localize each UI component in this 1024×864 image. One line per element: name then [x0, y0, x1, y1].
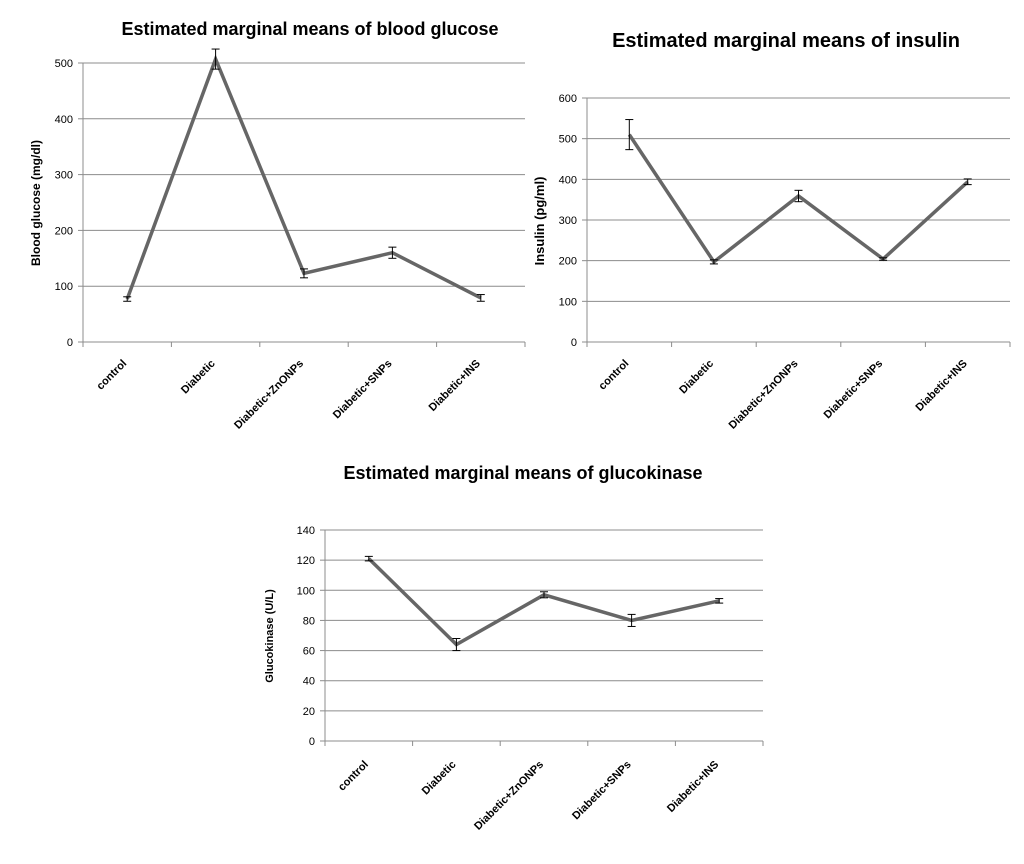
glucokinase-error-bar	[627, 613, 636, 627]
glucose-y-axis-label: Blood glucose (mg/dl)	[29, 140, 43, 266]
glucose-chart: Estimated marginal means of blood glucos…	[29, 19, 526, 432]
glucokinase-y-tick-label: 40	[303, 676, 315, 688]
glucose-error-bar	[388, 246, 397, 259]
insulin-title: Estimated marginal means of insulin	[612, 30, 960, 52]
insulin-x-tick-label: Diabetic	[677, 358, 716, 397]
glucokinase-error-bar	[715, 598, 724, 604]
insulin-error-bar	[709, 259, 718, 265]
glucokinase-x-tick-label: Diabetic+ZnONPs	[472, 759, 546, 833]
glucose-title: Estimated marginal means of blood glucos…	[121, 19, 498, 39]
insulin-chart: Estimated marginal means of insulin Insul…	[532, 30, 1011, 432]
insulin-error-bar	[625, 119, 634, 151]
glucose-series-line	[125, 54, 482, 300]
glucokinase-y-tick-label: 140	[297, 525, 315, 537]
glucokinase-x-tick-label: Diabetic	[420, 759, 459, 798]
insulin-y-tick-label: 100	[559, 296, 577, 308]
glucose-x-tick-label: Diabetic	[179, 358, 218, 397]
glucokinase-chart: Estimated marginal means of glucokinase G…	[264, 463, 764, 833]
insulin-x-tick-label: Diabetic+ZnONPs	[727, 358, 801, 432]
insulin-y-tick-label: 300	[559, 215, 577, 227]
glucose-error-bar	[211, 48, 220, 70]
insulin-y-tick-label: 600	[559, 93, 577, 105]
glucokinase-x-tick-label: Diabetic+SNPs	[570, 759, 634, 823]
insulin-y-tick-label: 200	[559, 256, 577, 268]
glucokinase-y-tick-label: 0	[309, 736, 315, 748]
insulin-x-tick-label: Diabetic+SNPs	[822, 358, 886, 422]
glucokinase-y-axis-label: Glucokinase (U/L)	[264, 589, 276, 683]
glucose-error-bar	[123, 296, 132, 302]
glucose-x-tick-label: Diabetic+SNPs	[331, 358, 395, 422]
glucose-y-tick-label: 100	[55, 281, 73, 293]
insulin-error-bar	[963, 178, 972, 186]
glucokinase-y-tick-label: 80	[303, 615, 315, 627]
glucokinase-y-tick-label: 120	[297, 555, 315, 567]
insulin-y-axis-label: Insulin (pg/ml)	[532, 177, 547, 266]
glucose-y-tick-label: 500	[55, 58, 73, 70]
glucokinase-title: Estimated marginal means of glucokinase	[343, 463, 702, 483]
glucose-x-tick-label: control	[94, 358, 129, 393]
glucokinase-y-tick-label: 60	[303, 646, 315, 658]
glucose-error-bar	[300, 268, 308, 279]
glucose-x-tick-label: Diabetic+ZnONPs	[232, 358, 306, 432]
glucokinase-error-bar	[452, 638, 461, 652]
glucokinase-error-bar	[364, 555, 373, 562]
glucose-error-bar	[476, 294, 485, 302]
glucokinase-error-bar	[540, 591, 548, 599]
insulin-y-tick-label: 500	[559, 134, 577, 146]
glucokinase-y-tick-label: 20	[303, 706, 315, 718]
glucose-y-tick-label: 300	[55, 170, 73, 182]
glucose-y-tick-label: 200	[55, 225, 73, 237]
glucokinase-series-line	[367, 557, 720, 647]
insulin-x-tick-label: control	[597, 358, 632, 393]
glucose-y-tick-label: 400	[55, 114, 73, 126]
glucose-y-tick-label: 0	[67, 337, 73, 349]
insulin-x-tick-label: Diabetic+INS	[914, 358, 970, 414]
glucose-x-tick-label: Diabetic+INS	[427, 358, 483, 414]
insulin-y-tick-label: 0	[571, 337, 577, 349]
insulin-error-bar	[794, 189, 803, 203]
glucokinase-x-tick-label: control	[336, 759, 371, 794]
insulin-y-tick-label: 400	[559, 174, 577, 186]
glucokinase-x-tick-label: Diabetic+INS	[665, 759, 721, 815]
insulin-error-bar	[879, 257, 888, 261]
glucokinase-y-tick-label: 100	[297, 585, 315, 597]
